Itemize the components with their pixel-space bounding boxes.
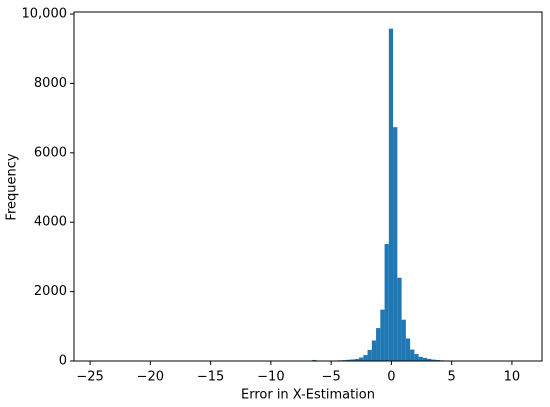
bar — [367, 349, 372, 361]
x-axis-label: Error in X-Estimation — [241, 388, 375, 403]
bar — [359, 357, 364, 361]
bar — [418, 356, 423, 361]
bar — [427, 358, 432, 361]
y-tick-label: 8000 — [34, 76, 67, 91]
bar — [388, 28, 394, 361]
bar — [354, 358, 360, 361]
bar — [380, 309, 385, 361]
bar — [371, 340, 377, 361]
y-tick-label: 6000 — [34, 145, 67, 160]
x-tick-label: −10 — [257, 370, 284, 385]
x-tick-label: 0 — [387, 370, 395, 385]
bar — [410, 349, 415, 361]
bar — [401, 319, 406, 361]
bar — [435, 359, 440, 361]
x-tick-label: 10 — [504, 370, 521, 385]
bar — [422, 357, 428, 361]
bar — [397, 277, 402, 361]
plot-frame — [73, 11, 543, 362]
y-tick-label: 10,000 — [22, 7, 68, 22]
y-tick-label: 2000 — [34, 284, 67, 299]
bar — [346, 359, 351, 361]
bar — [405, 338, 411, 361]
x-tick-label: 5 — [448, 370, 456, 385]
bar — [414, 354, 419, 361]
bar — [350, 359, 355, 361]
bar — [312, 359, 317, 361]
bar — [363, 355, 368, 361]
x-tick-label: −15 — [197, 370, 224, 385]
x-tick-label: −20 — [137, 370, 164, 385]
y-tick-label: 4000 — [34, 215, 67, 230]
y-axis-label: Frequency — [5, 153, 20, 220]
x-tick-label: −5 — [322, 370, 341, 385]
bar — [384, 244, 389, 361]
bar — [393, 127, 398, 362]
x-tick-label: −25 — [76, 370, 103, 385]
bar — [431, 359, 436, 361]
bar — [376, 328, 381, 361]
y-tick-label: 0 — [59, 354, 67, 369]
